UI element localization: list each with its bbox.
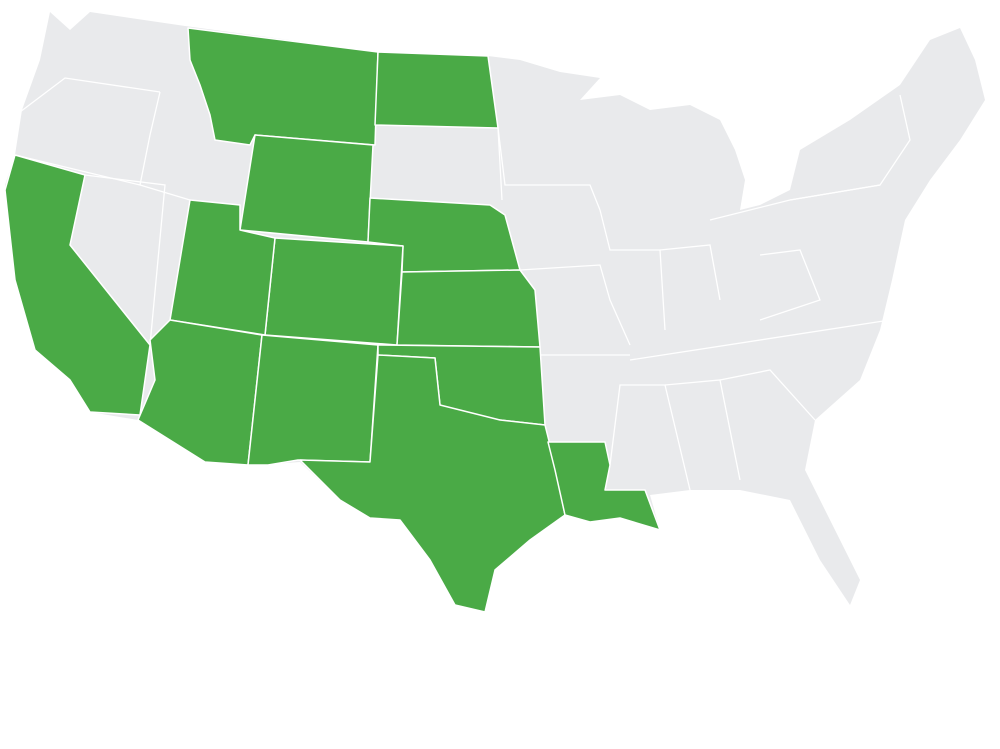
state-north-dakota[interactable] (374, 51, 499, 129)
state-california[interactable] (4, 154, 151, 416)
highlighted-states (4, 27, 661, 613)
state-colorado[interactable] (264, 237, 404, 346)
state-montana[interactable] (187, 27, 379, 146)
state-kansas[interactable] (396, 269, 541, 348)
state-texas[interactable] (299, 354, 566, 613)
state-wyoming[interactable] (239, 134, 374, 243)
state-arizona[interactable] (137, 319, 263, 466)
state-louisiana[interactable] (547, 441, 661, 531)
state-new-mexico[interactable] (247, 334, 379, 466)
base-state-borders (14, 77, 911, 491)
